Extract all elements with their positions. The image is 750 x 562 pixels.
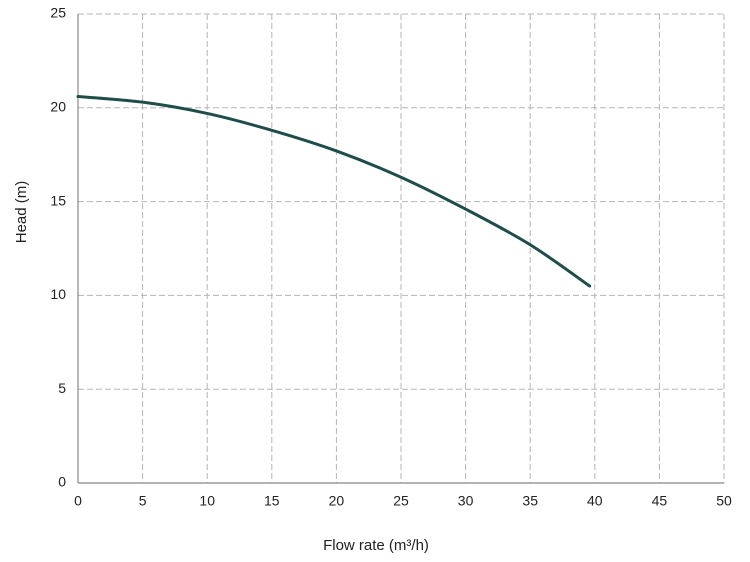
y-tick-label: 10 <box>50 286 66 302</box>
x-tick-label: 20 <box>329 493 345 509</box>
x-tick-label: 50 <box>716 493 732 509</box>
x-axis-title: Flow rate (m³/h) <box>323 537 429 554</box>
x-tick-label: 25 <box>393 493 409 509</box>
y-tick-label: 0 <box>58 474 66 490</box>
x-tick-label: 10 <box>199 493 215 509</box>
x-tick-label: 35 <box>522 493 538 509</box>
curve <box>76 95 592 288</box>
y-tick-label: 20 <box>50 99 66 115</box>
x-tick-label: 45 <box>652 493 668 509</box>
x-tick-label: 15 <box>264 493 280 509</box>
y-tick-label: 15 <box>50 192 66 208</box>
x-tick-label: 0 <box>74 493 82 509</box>
x-tick-label: 40 <box>587 493 603 509</box>
y-tick-label: 25 <box>50 5 66 21</box>
x-tick-label: 5 <box>139 493 147 509</box>
x-tick-label: 30 <box>458 493 474 509</box>
y-axis-title: Head (m) <box>13 181 30 244</box>
y-tick-label: 5 <box>58 380 66 396</box>
